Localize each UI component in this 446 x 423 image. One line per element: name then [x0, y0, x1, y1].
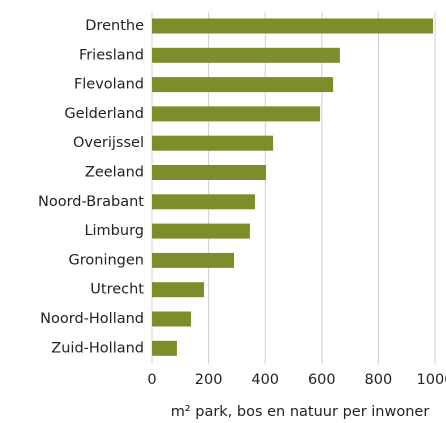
- x-tick-label: 1000: [417, 372, 446, 388]
- bar: [152, 311, 192, 327]
- y-tick-label: Limburg: [84, 223, 144, 239]
- y-tick-label: Overijssel: [73, 135, 144, 151]
- bar: [152, 340, 177, 356]
- bar: [152, 77, 334, 93]
- x-tick-label: 800: [365, 372, 393, 388]
- y-tick-label: Drenthe: [85, 18, 144, 34]
- bar: [152, 252, 235, 268]
- bar: [152, 282, 205, 298]
- y-tick-label: Utrecht: [90, 282, 144, 298]
- bar: [152, 165, 267, 180]
- x-tick-label: 400: [251, 372, 279, 388]
- y-tick-label: Groningen: [69, 252, 144, 268]
- bar: [152, 135, 274, 151]
- x-tick-label: 200: [195, 372, 223, 388]
- x-tick-label: 0: [147, 372, 156, 388]
- bar: [152, 223, 250, 239]
- bar: [152, 47, 340, 63]
- y-tick-label: Gelderland: [64, 106, 144, 122]
- x-axis-label: m² park, bos en natuur per inwoner: [171, 404, 430, 420]
- x-tick-label: 600: [308, 372, 336, 388]
- y-tick-label: Flevoland: [74, 77, 144, 93]
- y-tick-label: Noord-Holland: [40, 311, 144, 327]
- bar: [152, 106, 321, 122]
- bar: [152, 194, 256, 210]
- y-tick-label: Friesland: [79, 47, 144, 63]
- y-tick-label: Zeeland: [85, 165, 144, 181]
- y-tick-label: Noord-Brabant: [38, 194, 144, 210]
- y-tick-label: Zuid-Holland: [51, 340, 144, 356]
- bar: [152, 18, 434, 34]
